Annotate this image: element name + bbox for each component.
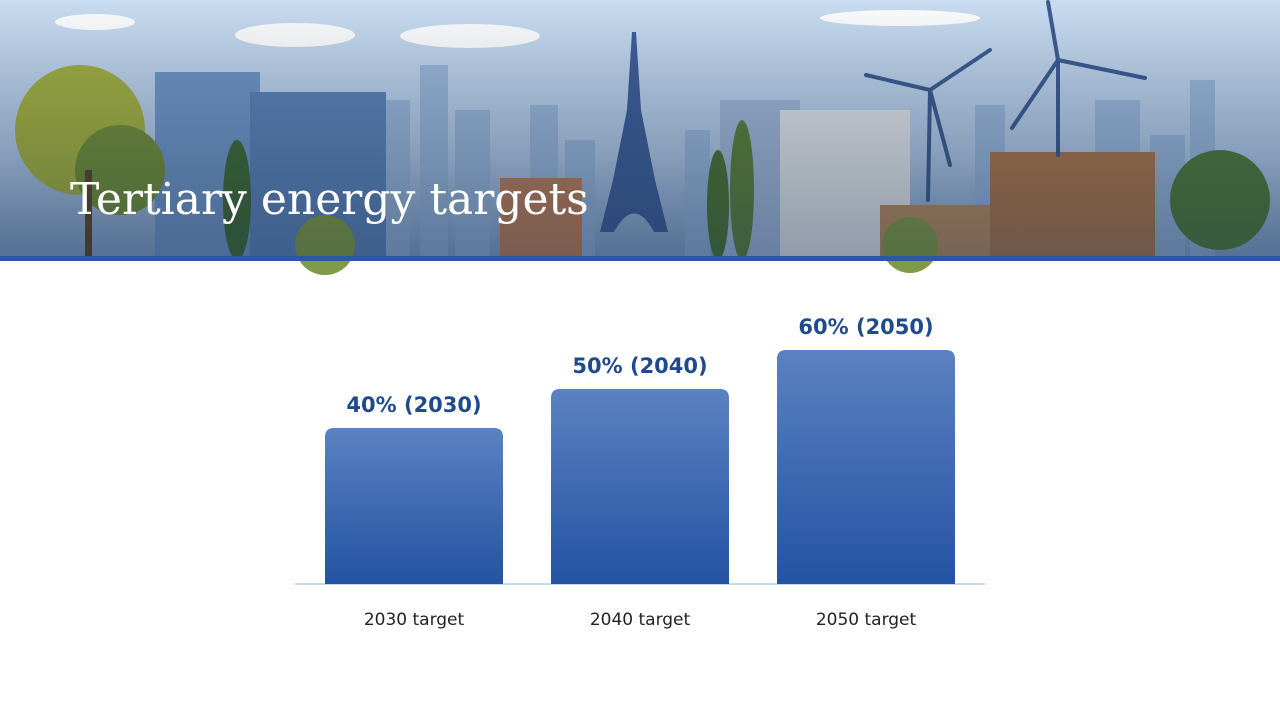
banner: Tertiary energy targets — [0, 0, 1280, 275]
slide-title: Tertiary energy targets — [70, 174, 589, 225]
category-label: 2030 target — [364, 610, 465, 630]
bar — [551, 389, 729, 584]
category-label: 2040 target — [590, 610, 691, 630]
value-label: 40% (2030) — [346, 393, 481, 417]
banner-rule — [0, 256, 1280, 261]
value-label: 50% (2040) — [572, 354, 707, 378]
bar — [325, 428, 503, 584]
banner-shade — [0, 0, 1280, 258]
value-label: 60% (2050) — [798, 315, 933, 339]
category-label: 2050 target — [816, 610, 917, 630]
bar — [777, 350, 955, 584]
